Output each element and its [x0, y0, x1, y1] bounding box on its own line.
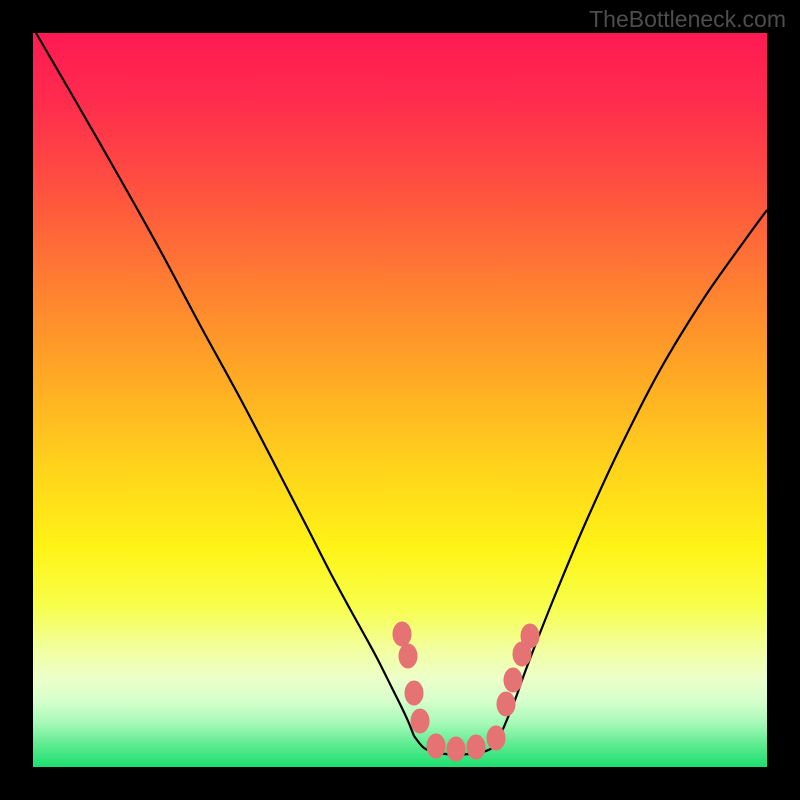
data-dot [393, 622, 411, 646]
left-curve [36, 33, 414, 736]
right-curve [500, 210, 767, 736]
watermark-text: TheBottleneck.com [589, 6, 786, 33]
data-dot [447, 737, 465, 761]
data-dot [504, 668, 522, 692]
data-dot [467, 735, 485, 759]
data-dot [497, 692, 515, 716]
curve-overlay [0, 0, 800, 800]
chart-canvas: TheBottleneck.com [0, 0, 800, 800]
data-dot [411, 709, 429, 733]
data-dot [427, 734, 445, 758]
data-dot [521, 624, 539, 648]
data-dot [487, 726, 505, 750]
data-dot [405, 681, 423, 705]
data-dot [399, 644, 417, 668]
